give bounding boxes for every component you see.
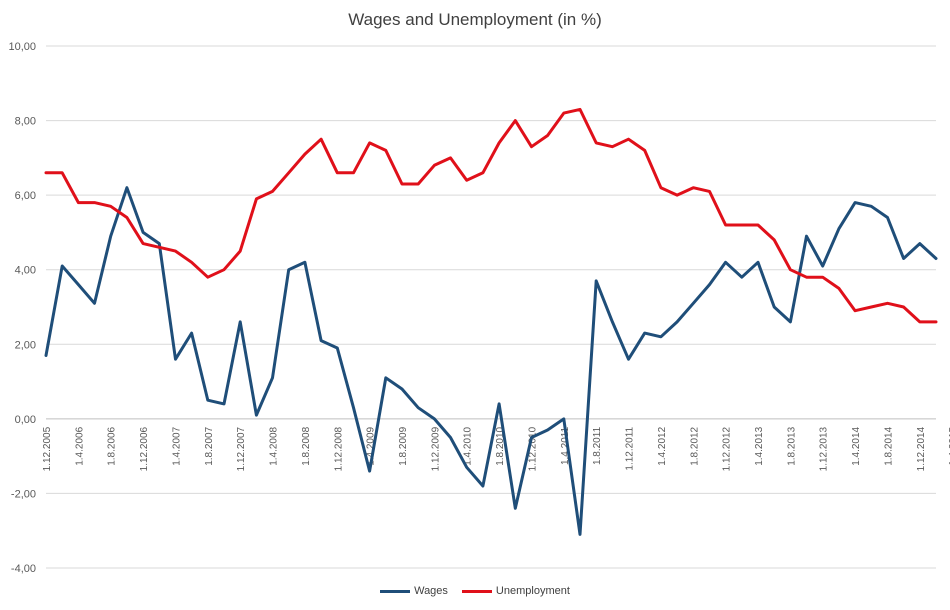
legend-item-wages[interactable]: Wages <box>380 585 448 597</box>
x-tick-label: 1.4.2014 <box>851 426 862 465</box>
x-tick-label: 1.12.2009 <box>430 426 441 471</box>
x-tick-label: 1.12.2006 <box>139 426 150 471</box>
y-tick-label: -2,00 <box>11 488 36 500</box>
x-tick-label: 1.12.2010 <box>527 426 538 471</box>
x-tick-label: 1.8.2006 <box>107 426 118 465</box>
x-tick-label: 1.4.2012 <box>657 426 668 465</box>
x-tick-label: 1.8.2010 <box>495 426 506 465</box>
x-tick-label: 1.8.2008 <box>301 426 312 465</box>
y-tick-label: 4,00 <box>15 265 36 277</box>
y-tick-label: 8,00 <box>15 116 36 128</box>
x-tick-label: 1.4.2013 <box>754 426 765 465</box>
x-tick-label: 1.12.2007 <box>236 426 247 471</box>
x-tick-label: 1.4.2010 <box>463 426 474 465</box>
y-tick-label: -4,00 <box>11 563 36 575</box>
x-tick-label: 1.8.2007 <box>204 426 215 465</box>
x-tick-label: 1.8.2009 <box>398 426 409 465</box>
legend-label-unemployment: Unemployment <box>495 585 570 597</box>
chart-title: Wages and Unemployment (in %) <box>348 10 602 29</box>
x-tick-label: 1.12.2013 <box>819 426 830 471</box>
legend: Wages Unemployment <box>0 585 950 597</box>
x-tick-label: 1.12.2008 <box>333 426 344 471</box>
x-tick-label: 1.4.2011 <box>560 426 571 465</box>
legend-swatch-wages <box>380 589 411 593</box>
x-tick-label: 1.8.2012 <box>689 426 700 465</box>
legend-item-unemployment[interactable]: Unemployment <box>461 585 570 597</box>
x-tick-label: 1.12.2011 <box>625 426 636 470</box>
y-tick-label: 6,00 <box>15 190 36 202</box>
series-line-wages <box>44 186 938 536</box>
y-tick-label: 2,00 <box>15 339 36 351</box>
x-tick-label: 1.4.2008 <box>269 426 280 465</box>
x-tick-label: 1.12.2005 <box>42 426 53 471</box>
x-tick-label: 1.8.2013 <box>786 426 797 465</box>
series-lines <box>44 107 938 536</box>
x-tick-label: 1.12.2012 <box>722 426 733 471</box>
gridlines <box>46 45 936 569</box>
legend-label-wages: Wages <box>414 585 448 597</box>
y-tick-label: 0,00 <box>15 414 36 426</box>
x-tick-label: 1.4.2009 <box>366 426 377 465</box>
x-tick-label: 1.4.2006 <box>74 426 85 465</box>
series-line-unemployment <box>44 107 938 324</box>
x-tick-label: 1.4.2007 <box>171 426 182 465</box>
x-tick-label: 1.8.2014 <box>883 426 894 465</box>
legend-swatch-unemployment <box>461 589 492 593</box>
x-tick-label: 1.12.2014 <box>916 426 927 471</box>
y-axis-ticks: -4,00 -2,00 0,00 2,00 4,00 6,00 8,00 10,00 <box>8 41 36 575</box>
y-tick-label: 10,00 <box>8 41 36 53</box>
x-tick-label: 1.8.2011 <box>592 426 603 465</box>
x-tick-label: 1.4.2015 <box>948 426 950 465</box>
x-axis-ticks: 1.12.2005 1.4.2006 1.8.2006 1.12.2006 1.4.20… <box>42 426 950 471</box>
